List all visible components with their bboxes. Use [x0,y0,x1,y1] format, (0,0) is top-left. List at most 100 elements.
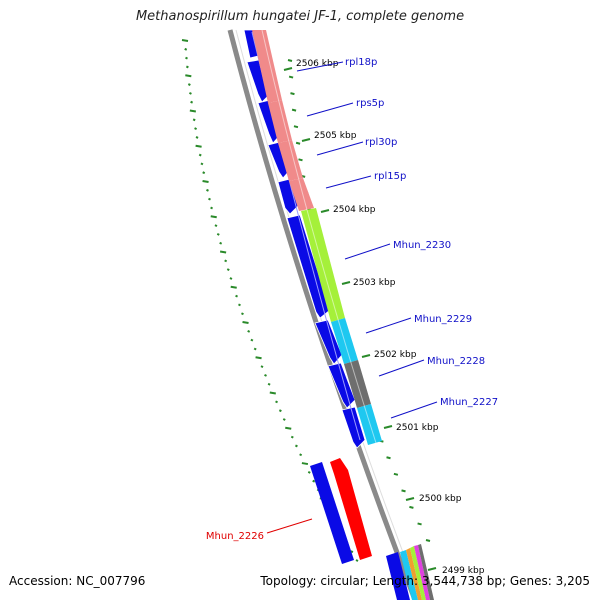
gc-tick [210,215,217,219]
feature-color-track [252,29,382,445]
feature-segment-mhun_2230[interactable] [301,208,345,322]
forward-cds-arrow[interactable] [246,59,271,103]
gc-tick [202,171,206,175]
gc-tick [285,426,292,430]
gc-tick [264,374,267,377]
kbp-tick-mark [405,497,415,501]
partial-feature[interactable] [400,550,418,600]
gene-leader-line [306,102,354,117]
gc-tick [235,294,238,298]
gc-tick [195,144,202,148]
gc-tick [250,338,254,342]
gc-tick [238,303,241,307]
partial-feature[interactable] [414,545,430,600]
gene-leader-line [390,401,438,419]
gc-tick [230,285,237,289]
genome-backbone [227,29,418,600]
kbp-tick-mark [361,354,371,358]
kbp-tick-mark [283,67,293,71]
gc-tick [189,109,197,113]
gc-tick [224,259,228,263]
gene-leader-line [316,141,364,156]
kbp-tick-mark [427,567,437,571]
gc-tick-outer [393,472,399,476]
gc-tick [185,65,189,69]
gc-tick [206,188,209,192]
gc-tick [188,91,192,95]
next-region-features [386,544,434,600]
partial-feature[interactable] [406,548,422,600]
reverse-cds-arrow[interactable] [330,458,372,560]
partial-feature[interactable] [410,546,426,600]
reverse-cds-track [310,458,372,564]
gene-label-rpl30p[interactable]: rpl30p [365,137,397,148]
partial-feature[interactable] [418,544,434,600]
gc-tick-outer [288,75,294,79]
gene-label-mhun_2228[interactable]: Mhun_2228 [427,356,485,367]
gc-tick-outer [409,505,414,509]
gene-leader-line [365,317,412,334]
gc-tick-outer [386,456,391,460]
gc-tick [208,197,211,201]
gc-tick [194,127,198,131]
accession-label: Accession: NC_007796 [9,574,146,588]
forward-cds-arrow[interactable] [277,178,299,215]
gene-leader-line [344,243,391,260]
feature-segment-rpl15p[interactable] [289,178,314,211]
gc-tick [219,241,223,245]
gc-skew-ring [181,39,431,562]
gc-tick [260,365,264,368]
gc-tick [190,100,194,104]
gene-leader-line [325,175,372,189]
gc-tick [301,462,309,466]
gene-label-mhun_2226[interactable]: Mhun_2226 [206,531,264,542]
gc-tick [210,206,214,210]
gc-tick-outer [425,539,431,542]
kbp-tick-mark [301,138,311,142]
kbp-tick-label: 2506 kbp [296,59,339,69]
gc-tick [195,136,199,139]
genome-summary: Topology: circular; Length: 3,544,738 bp… [260,574,590,588]
kbp-tick-mark [320,209,330,213]
gene-label-mhun_2230[interactable]: Mhun_2230 [393,240,451,251]
gc-tick-outer [293,125,299,129]
gc-tick [312,479,316,483]
gc-tick [202,180,209,184]
kbp-tick-label: 2502 kbp [374,350,417,360]
gc-tick [278,409,282,413]
gc-tick [294,444,298,448]
gc-tick-outer [291,108,297,112]
map-title: Methanospirillum hungatei JF-1, complete… [135,9,465,24]
kbp-scale: 2506 kbp 2505 kbp 2504 kbp 2503 kbp 2502 kbp… [283,59,485,576]
gene-label-mhun_2229[interactable]: Mhun_2229 [414,314,472,325]
gc-tick-outer [295,141,301,145]
kbp-tick-label: 2501 kbp [396,423,439,433]
feature-segment-mhun_2227[interactable] [357,404,382,445]
partial-feature[interactable] [386,552,410,600]
gc-tick [241,312,244,316]
gene-label-rps5p[interactable]: rps5p [356,98,384,109]
forward-cds-track [243,29,366,449]
gc-tick [269,391,276,395]
gc-tick [185,74,192,78]
kbp-tick-mark [383,425,393,429]
gc-tick-outer [401,489,406,493]
gc-tick [219,250,227,254]
gc-tick-outer [287,59,293,62]
gc-tick [198,153,202,157]
gc-tick [242,321,249,325]
gc-tick [355,559,359,562]
gc-tick [187,83,191,86]
cds-blue-block[interactable] [310,462,354,564]
gene-label-mhun_2227[interactable]: Mhun_2227 [440,397,498,408]
gene-label-rpl18p[interactable]: rpl18p [345,57,377,68]
gene-label-layer: rpl18p rps5p rpl30p rpl15p Mhun_2230 Mhun_222… [206,57,498,542]
gene-label-rpl15p[interactable]: rpl15p [374,171,406,182]
feature-segment-rps5p[interactable] [268,100,292,143]
gc-tick [200,162,204,166]
gc-tick-outer [417,522,422,526]
gc-tick [299,453,303,457]
gc-tick [307,470,311,474]
kbp-tick-label: 2499 kbp [442,566,485,576]
